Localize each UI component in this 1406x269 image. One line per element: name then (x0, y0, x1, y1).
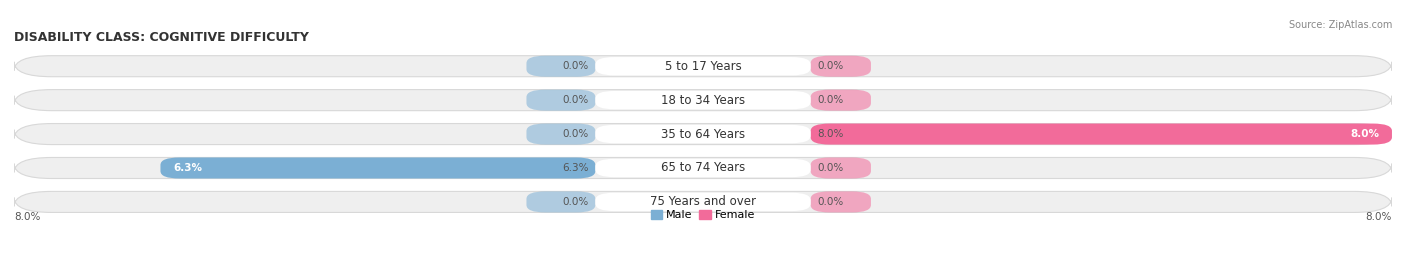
Text: 75 Years and over: 75 Years and over (650, 195, 756, 208)
Text: 6.3%: 6.3% (562, 163, 589, 173)
FancyBboxPatch shape (526, 123, 595, 144)
FancyBboxPatch shape (160, 157, 595, 179)
Text: 0.0%: 0.0% (562, 197, 589, 207)
FancyBboxPatch shape (811, 56, 870, 77)
FancyBboxPatch shape (811, 123, 1392, 144)
FancyBboxPatch shape (14, 123, 1392, 144)
Text: 5 to 17 Years: 5 to 17 Years (665, 60, 741, 73)
Text: 18 to 34 Years: 18 to 34 Years (661, 94, 745, 107)
FancyBboxPatch shape (14, 56, 1392, 77)
FancyBboxPatch shape (595, 159, 811, 177)
FancyBboxPatch shape (595, 125, 811, 143)
FancyBboxPatch shape (595, 193, 811, 211)
Text: DISABILITY CLASS: COGNITIVE DIFFICULTY: DISABILITY CLASS: COGNITIVE DIFFICULTY (14, 31, 309, 44)
Text: 8.0%: 8.0% (1350, 129, 1379, 139)
Text: 0.0%: 0.0% (562, 61, 589, 71)
Text: 8.0%: 8.0% (14, 212, 41, 222)
Text: 0.0%: 0.0% (562, 129, 589, 139)
FancyBboxPatch shape (595, 57, 811, 75)
FancyBboxPatch shape (14, 192, 1392, 213)
Legend: Male, Female: Male, Female (647, 205, 759, 224)
Text: 0.0%: 0.0% (562, 95, 589, 105)
Text: 6.3%: 6.3% (173, 163, 202, 173)
FancyBboxPatch shape (14, 90, 1392, 111)
FancyBboxPatch shape (811, 157, 870, 179)
FancyBboxPatch shape (811, 90, 870, 111)
Text: 0.0%: 0.0% (817, 163, 844, 173)
Text: 35 to 64 Years: 35 to 64 Years (661, 128, 745, 141)
Text: 0.0%: 0.0% (817, 61, 844, 71)
FancyBboxPatch shape (526, 90, 595, 111)
Text: 8.0%: 8.0% (1365, 212, 1392, 222)
Text: 8.0%: 8.0% (817, 129, 844, 139)
Text: Source: ZipAtlas.com: Source: ZipAtlas.com (1288, 20, 1392, 30)
FancyBboxPatch shape (811, 192, 870, 213)
FancyBboxPatch shape (526, 56, 595, 77)
FancyBboxPatch shape (526, 192, 595, 213)
FancyBboxPatch shape (595, 91, 811, 109)
Text: 0.0%: 0.0% (817, 197, 844, 207)
Text: 0.0%: 0.0% (817, 95, 844, 105)
FancyBboxPatch shape (14, 157, 1392, 179)
Text: 65 to 74 Years: 65 to 74 Years (661, 161, 745, 175)
